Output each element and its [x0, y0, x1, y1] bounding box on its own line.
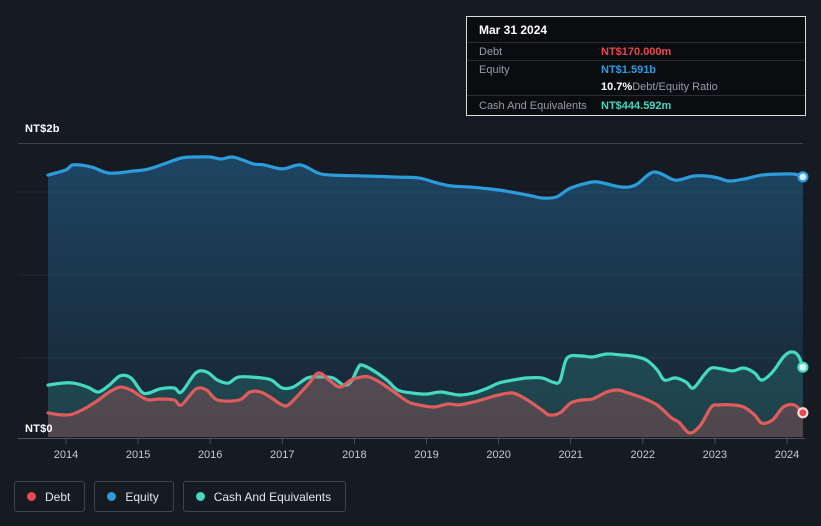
chart-legend: Debt Equity Cash And Equivalents [14, 481, 347, 512]
tooltip-cash-label: Cash And Equivalents [479, 99, 587, 112]
equity-dot-icon [107, 492, 117, 501]
x-axis-label-2023: 2023 [702, 449, 728, 461]
endpoint-marker [797, 361, 809, 373]
legend-item-debt[interactable]: Debt [14, 481, 86, 512]
endpoint-marker [797, 407, 809, 419]
legend-label-equity: Equity [125, 489, 159, 504]
x-axis-label-2017: 2017 [270, 449, 295, 461]
tooltip-date: Mar 31 2024 [467, 17, 805, 43]
tooltip-equity-value: NT$1.591b [601, 63, 657, 76]
tooltip-cash-value: NT$444.592m [601, 99, 672, 112]
endpoint-marker [797, 171, 809, 183]
y-axis-label-zero: NT$0 [25, 423, 53, 435]
tooltip-equity-label: Equity [479, 63, 510, 76]
x-axis-label-2021: 2021 [558, 449, 583, 461]
chart-tooltip: Mar 31 2024 Debt NT$170.000m Equity NT$1… [466, 16, 806, 116]
legend-label-cash: Cash And Equivalents [213, 489, 332, 504]
tooltip-debt-row: Debt NT$170.000m [467, 43, 805, 61]
tooltip-debt-value: NT$170.000m [601, 45, 672, 58]
legend-label-debt: Debt [45, 489, 71, 504]
tooltip-ratio-row: 10.7% Debt/Equity Ratio [467, 78, 805, 96]
x-axis-label-2014: 2014 [53, 449, 79, 461]
tooltip-ratio-value: 10.7% [601, 80, 633, 93]
x-axis-label-2022: 2022 [630, 449, 656, 461]
tooltip-equity-row: Equity NT$1.591b [467, 61, 805, 78]
x-axis-label-2019: 2019 [414, 449, 439, 461]
tooltip-ratio-label: Debt/Equity Ratio [632, 80, 718, 93]
x-axis-label-2020: 2020 [486, 449, 511, 461]
y-axis-label-max: NT$2b [25, 123, 60, 135]
tooltip-debt-label: Debt [479, 45, 503, 58]
x-axis-label-2015: 2015 [125, 449, 151, 461]
legend-item-cash[interactable]: Cash And Equivalents [182, 481, 347, 512]
debt-dot-icon [27, 492, 36, 501]
cash-dot-icon [195, 492, 205, 501]
x-axis-label-2018: 2018 [342, 449, 367, 461]
legend-item-equity[interactable]: Equity [94, 481, 174, 512]
tooltip-cash-row: Cash And Equivalents NT$444.592m [467, 96, 805, 115]
x-axis-label-2016: 2016 [197, 449, 223, 461]
x-axis-label-2024: 2024 [774, 449, 800, 461]
